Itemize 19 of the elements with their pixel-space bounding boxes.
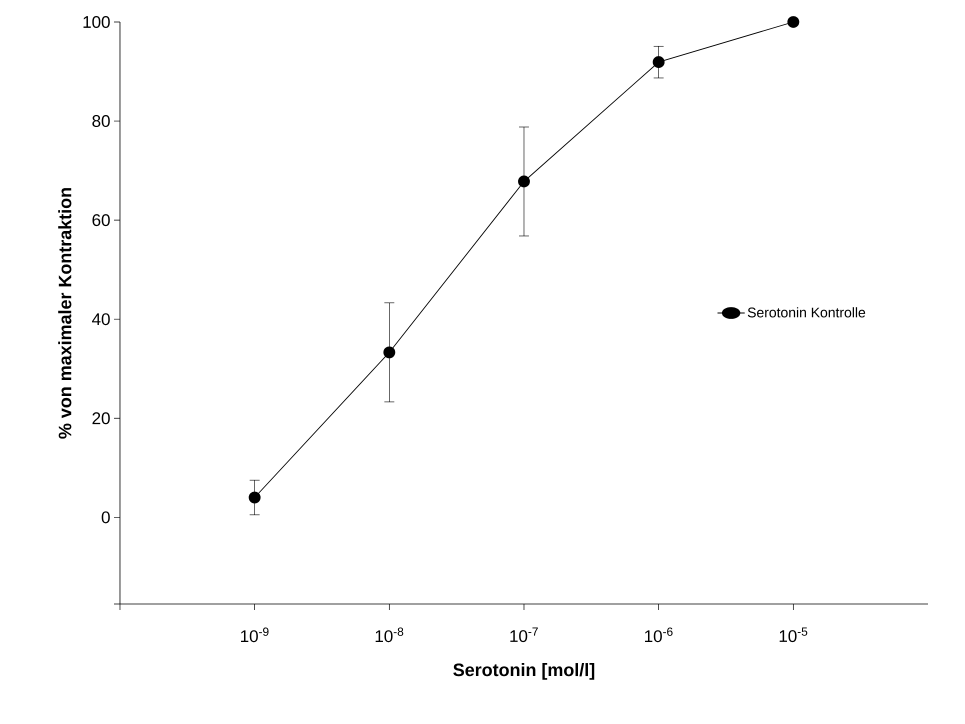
point: [248, 492, 261, 504]
legend-label: Serotonin Kontrolle: [748, 307, 866, 318]
y-tick-label: 80: [92, 115, 110, 128]
y-tick-label: 60: [92, 214, 110, 226]
x-tick-label: 10$^{-5}$: [780, 628, 808, 642]
y-tick-label: 100: [84, 16, 110, 28]
y-tick-label: 40: [92, 313, 110, 326]
y-tick-label: 20: [92, 412, 110, 424]
y-axis-title: % von maximaler Kontraktion: [58, 188, 72, 439]
point: [787, 16, 800, 28]
x-tick-label: 10$^{-6}$: [645, 628, 673, 642]
x-tick-label: 10$^{-7}$: [510, 628, 538, 642]
x-tick-label: 10$^{-9}$: [241, 628, 269, 642]
point: [652, 56, 665, 68]
x-axis-title: Serotonin [mol/l]: [453, 663, 594, 680]
point: [383, 346, 396, 358]
y-tick-label: 0: [102, 511, 110, 524]
point: [518, 176, 530, 188]
x-tick-label: 10$^{-8}$: [376, 628, 404, 642]
